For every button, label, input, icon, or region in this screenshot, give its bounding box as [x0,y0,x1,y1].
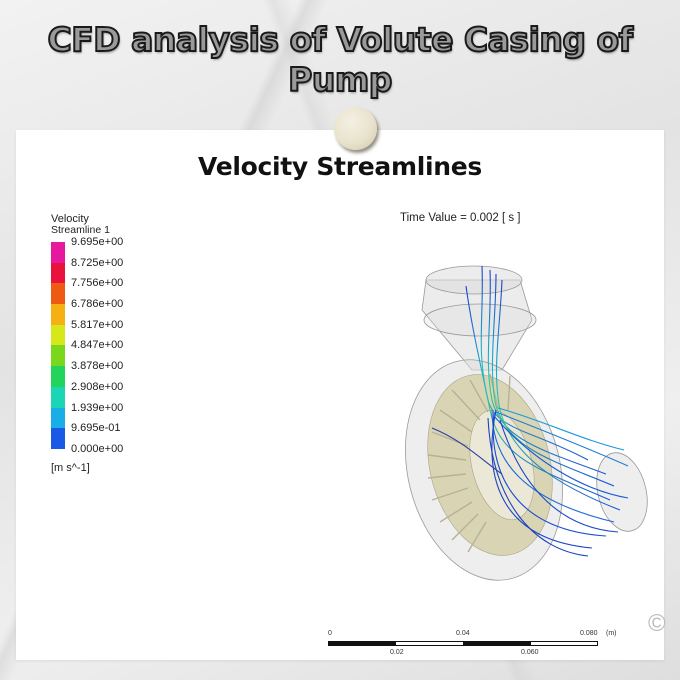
legend-swatch [51,345,65,367]
legend-title: Velocity [51,213,89,225]
copyright-symbol: © [648,610,666,637]
scale-segment [530,641,598,646]
legend-swatch [51,366,65,387]
legend-swatch [51,283,65,305]
velocity-legend: Velocity Streamline 1 9.695e+00 8.725e+0… [51,213,123,474]
main-title: CFD analysis of Volute Casing of Pump [46,19,634,100]
scale-label: 0.080 [580,630,598,637]
legend-unit: [m s^-1] [51,462,90,474]
scale-label: 0.060 [521,649,539,656]
legend-color-bar [51,242,65,449]
scale-segment [328,641,396,646]
legend-swatch [51,428,65,449]
legend-subtitle: Streamline 1 [51,224,110,236]
legend-swatch [51,407,65,429]
legend-label: 5.817e+00 [71,318,124,331]
inlet-pipe [421,265,537,371]
legend-label: 0.000e+00 [71,442,124,455]
legend-swatch [51,324,65,346]
scale-label: 0 [328,630,332,637]
streamlines [431,265,629,557]
legend-label: 4.847e+00 [71,339,124,352]
time-value: Time Value = 0.002 [ s ] [400,212,521,224]
legend-label: 2.908e+00 [71,380,124,393]
legend-swatch [51,262,65,284]
scale-segment [395,641,464,646]
legend-label: 9.695e-01 [71,422,121,435]
scale-bar: 0 0.04 0.080 (m) 0.02 0.060 [328,630,658,660]
legend-label: 3.878e+00 [71,360,124,373]
figure-title: Velocity Streamlines [198,152,482,181]
scale-label: 0.02 [390,649,404,656]
scale-unit: (m) [606,630,617,637]
scale-segment [463,641,531,646]
figure-card: Velocity Streamlines Time Value = 0.002 … [16,130,666,660]
legend-label: 8.725e+00 [71,256,124,269]
legend-label: 1.939e+00 [71,401,124,414]
legend-swatch [51,242,65,263]
legend-label: 9.695e+00 [71,236,124,248]
legend-label: 7.756e+00 [71,277,124,290]
scale-label: 0.04 [456,630,470,637]
pushpin-icon [334,107,377,150]
legend-label: 6.786e+00 [71,298,124,311]
legend-swatch [51,304,65,325]
legend-swatch [51,386,65,408]
pump-streamline-render [405,265,648,581]
legend-labels: 9.695e+00 8.725e+00 7.756e+00 6.786e+00 … [71,236,123,464]
